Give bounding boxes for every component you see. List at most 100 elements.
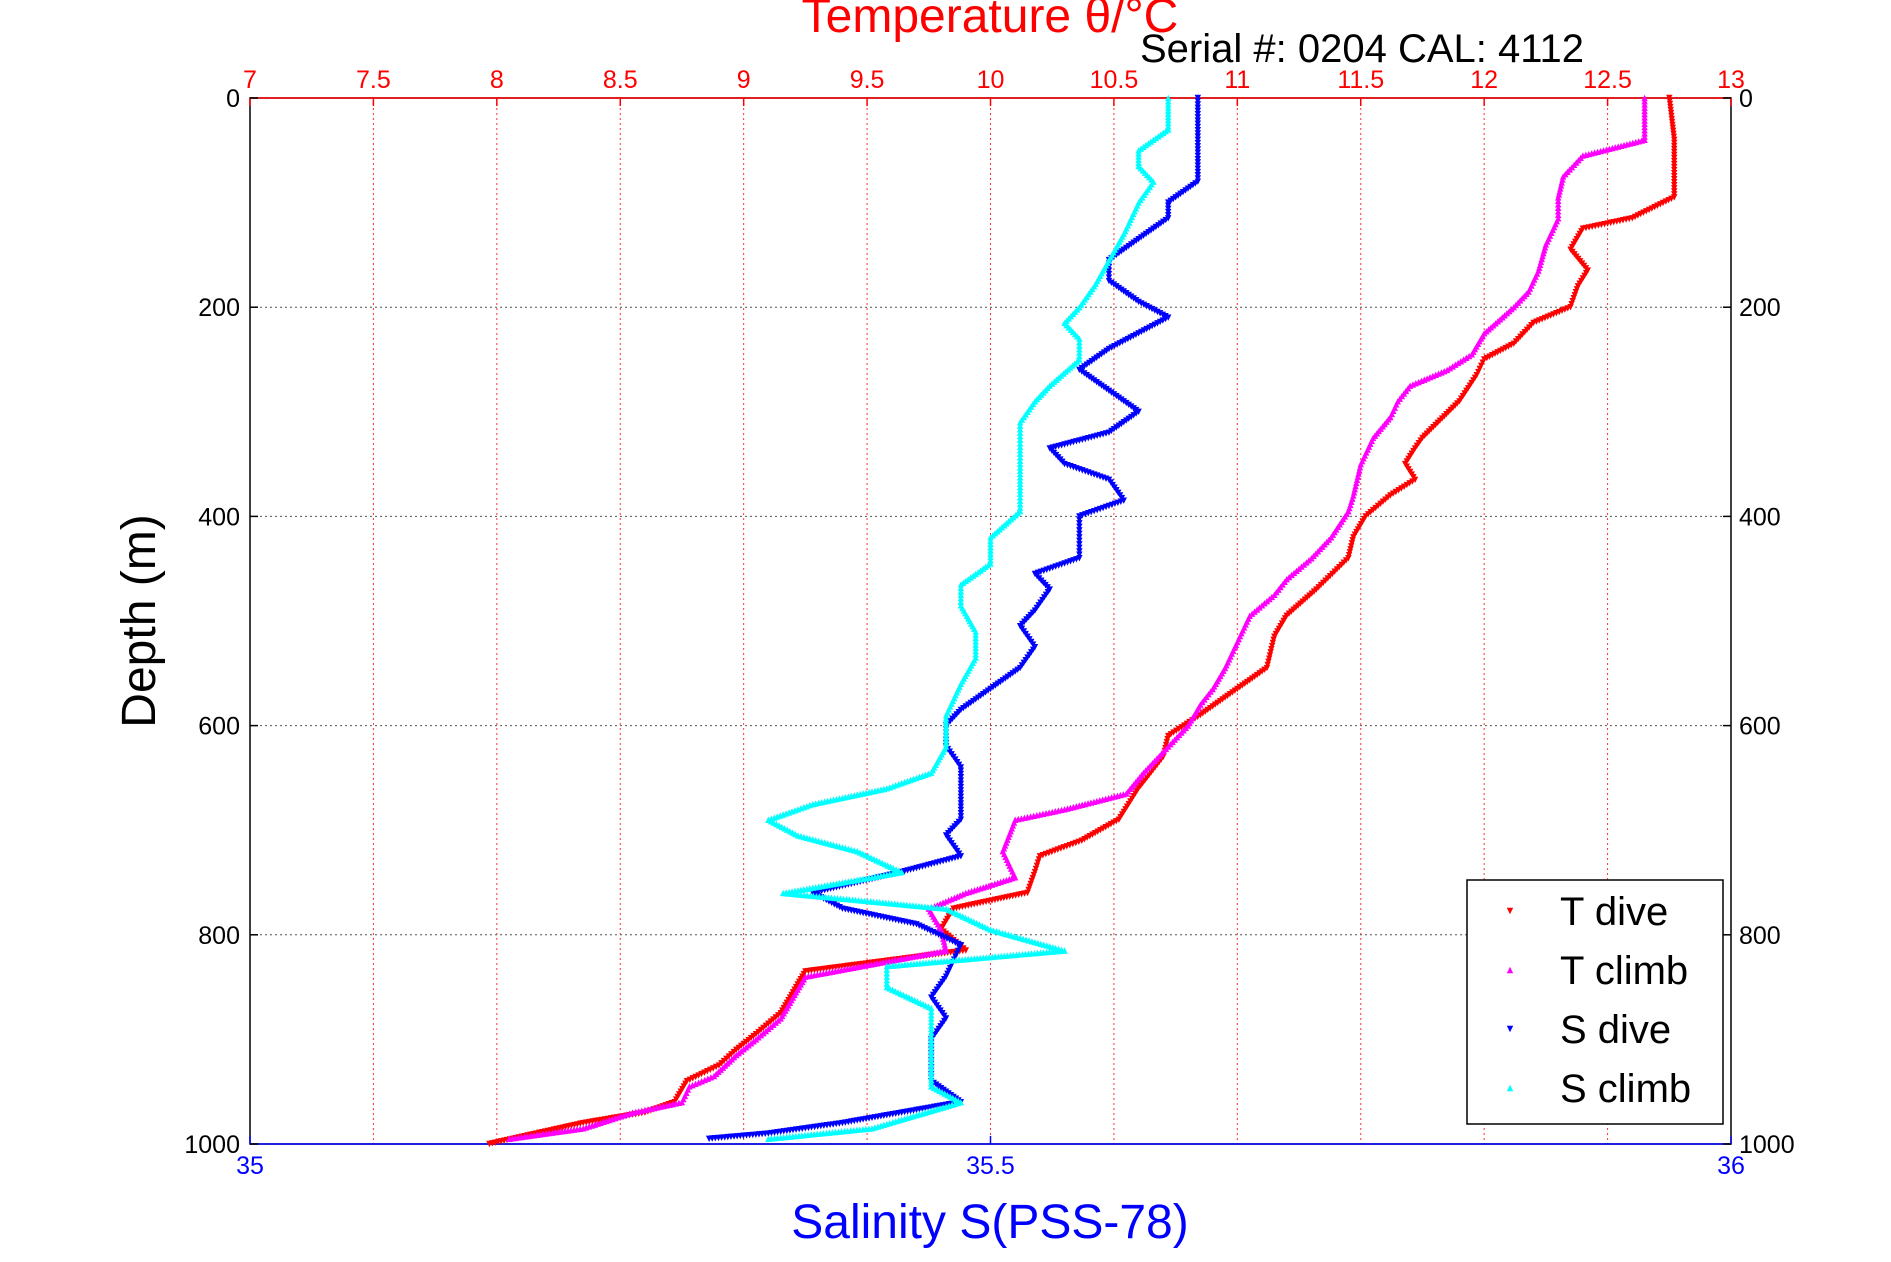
series-s-dive: [705, 94, 1202, 1142]
trace-point: [1194, 143, 1202, 150]
trace-point: [1555, 211, 1562, 219]
data-point: [987, 534, 994, 541]
top-tick-label: 11.5: [1337, 66, 1384, 94]
trace-point: [972, 638, 979, 645]
trace-point: [1194, 152, 1202, 160]
trace-point: [1076, 349, 1083, 356]
top-tick-label: 8: [490, 66, 504, 94]
trace-point: [1398, 485, 1405, 492]
trace-point: [1181, 722, 1188, 729]
trace-point: [957, 783, 965, 791]
trace-point: [928, 1018, 935, 1026]
trace-point: [1016, 443, 1024, 450]
trace-point: [987, 557, 994, 564]
depth-tick-label-right: 200: [1739, 294, 1781, 322]
trace-point: [987, 550, 994, 557]
y-axis-title: Depth (m): [113, 514, 166, 727]
trace-point: [928, 1064, 935, 1071]
trace-point: [1016, 497, 1024, 504]
trace-point: [1016, 446, 1024, 454]
top-axis-title: Temperature θ/°C: [802, 0, 1179, 43]
trace-point: [987, 547, 994, 554]
trace-point: [1356, 464, 1364, 471]
data-point: [1016, 487, 1024, 494]
trace-point: [1105, 270, 1113, 278]
trace-point: [1170, 729, 1177, 736]
trace-point: [1194, 172, 1202, 179]
depth-tick-label-right: 1000: [1739, 1131, 1795, 1159]
trace-point: [1353, 476, 1361, 483]
trace-point: [928, 1060, 935, 1068]
trace-point: [1076, 551, 1083, 558]
depth-tick-label-right: 800: [1739, 922, 1781, 950]
trace-point: [1555, 197, 1562, 205]
trace-point: [1076, 544, 1083, 551]
trace-point: [1016, 504, 1024, 511]
top-tick-label: 12: [1470, 66, 1498, 94]
trace-point: [1175, 725, 1183, 733]
trace-point: [928, 1029, 935, 1036]
data-point: [705, 1135, 713, 1142]
data-point: [957, 764, 965, 771]
trace-point: [1194, 107, 1202, 115]
depth-tick-label-right: 0: [1739, 85, 1753, 113]
trace-point: [1016, 433, 1024, 440]
trace-point: [1355, 470, 1362, 477]
trace-point: [1194, 159, 1202, 166]
trace-point: [1016, 426, 1024, 433]
legend-box: [1466, 879, 1724, 1125]
depth-tick-label-left: 400: [198, 503, 240, 531]
depth-tick-label-left: 200: [198, 294, 240, 322]
top-tick-label: 8.5: [603, 66, 638, 94]
trace-point: [1076, 530, 1083, 538]
trace-point: [883, 973, 891, 980]
trace-point: [1076, 342, 1083, 349]
trace-point: [1076, 352, 1083, 360]
bottom-tick-label: 35: [236, 1152, 264, 1180]
trace-point: [1641, 117, 1648, 124]
data-point: [1641, 94, 1648, 102]
trace-point: [1641, 133, 1648, 140]
trace-point: [1016, 457, 1024, 464]
trace-point: [957, 770, 965, 778]
trace-point: [1076, 548, 1083, 555]
trace-point: [972, 641, 979, 648]
trace-point: [1076, 527, 1083, 534]
trace-point: [1395, 487, 1402, 494]
trace-point: [957, 813, 965, 820]
trace-point: [1555, 204, 1562, 212]
trace-point: [928, 1015, 935, 1022]
trace-point: [1016, 450, 1024, 457]
trace-point: [1194, 146, 1202, 153]
trace-point: [1194, 110, 1202, 118]
legend-label: T climb: [1560, 949, 1688, 993]
bottom-axis-title: Salinity S(PSS-78): [791, 1196, 1188, 1249]
trace-point: [1352, 482, 1359, 490]
trace-point: [1105, 274, 1113, 281]
trace-point: [1194, 114, 1202, 121]
trace-point: [1641, 101, 1648, 108]
trace-point: [1641, 104, 1648, 111]
trace-point: [1016, 429, 1024, 436]
trace-point: [1194, 104, 1202, 111]
serial-annotation: Serial #: 0204 CAL: 4112: [1140, 27, 1584, 71]
data-point: [505, 1135, 513, 1142]
trace-point: [1403, 481, 1411, 489]
trace-point: [883, 976, 891, 984]
trace-point: [1016, 500, 1024, 508]
trace-point: [1016, 494, 1024, 501]
data-point: [1016, 439, 1024, 447]
top-tick-label: 13: [1717, 66, 1745, 94]
trace-point: [972, 647, 979, 655]
trace-point: [957, 787, 965, 794]
series-s-climb: [765, 94, 1172, 1142]
trace-point: [1194, 149, 1202, 156]
data-point: [928, 1046, 935, 1054]
trace-point: [1105, 267, 1113, 274]
trace-point: [928, 1032, 935, 1040]
trace-point: [1194, 101, 1202, 108]
trace-point: [883, 980, 891, 987]
data-point: [1555, 194, 1562, 201]
legend-marker: [1506, 1025, 1514, 1033]
trace-point: [1400, 483, 1408, 490]
